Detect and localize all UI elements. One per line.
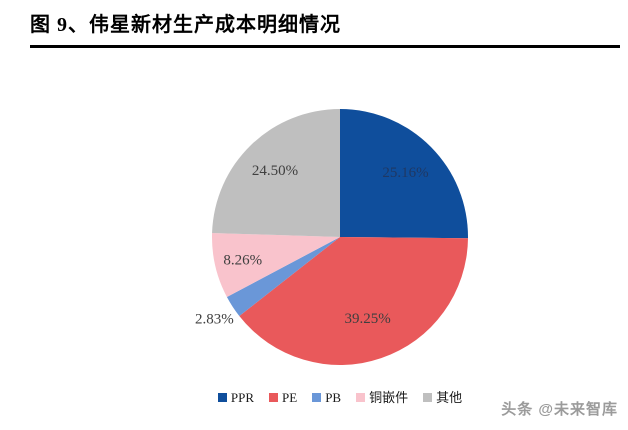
pie-slice-pb (226, 237, 340, 317)
legend-item-ppr: PPR (217, 390, 255, 405)
legend-label-pb: PB (325, 390, 342, 405)
legend-label-ppr: PPR (230, 390, 255, 405)
legend-item-pb: PB (312, 391, 341, 404)
slice-label-copper-insert: 8.26% (223, 253, 262, 269)
slice-label-pe: 39.25% (344, 311, 390, 327)
legend-swatch-pe (269, 393, 279, 402)
pie-slice-pe (239, 237, 468, 365)
slice-label-pb: 2.83% (195, 312, 234, 328)
figure-title: 图 9、伟星新材生产成本明细情况 (30, 14, 341, 36)
watermark: 头条 @未来智库 (501, 401, 618, 418)
pie-slice-copper-insert (211, 232, 340, 297)
slice-label-others: 24.50% (252, 163, 298, 179)
legend-item-copper-insert: 铜嵌件 (356, 391, 408, 404)
legend-label-others: 其他 (436, 390, 463, 405)
legend-item-others: 其他 (423, 391, 462, 404)
figure-header: 图 9、伟星新材生产成本明细情况 (30, 12, 620, 48)
legend-swatch-pb (312, 393, 322, 402)
legend-swatch-ppr (217, 393, 227, 402)
legend-item-pe: PE (269, 391, 297, 404)
legend: PPR PE PB 铜嵌件 其他 (26, 391, 628, 404)
pie-slice-others (212, 108, 340, 237)
legend-swatch-copper-insert (356, 393, 366, 402)
legend-label-copper-insert: 铜嵌件 (369, 390, 409, 405)
legend-label-pe: PE (282, 390, 298, 405)
slice-label-ppr: 25.16% (382, 165, 428, 181)
legend-swatch-others (423, 393, 433, 402)
pie-slice-ppr (340, 109, 468, 239)
